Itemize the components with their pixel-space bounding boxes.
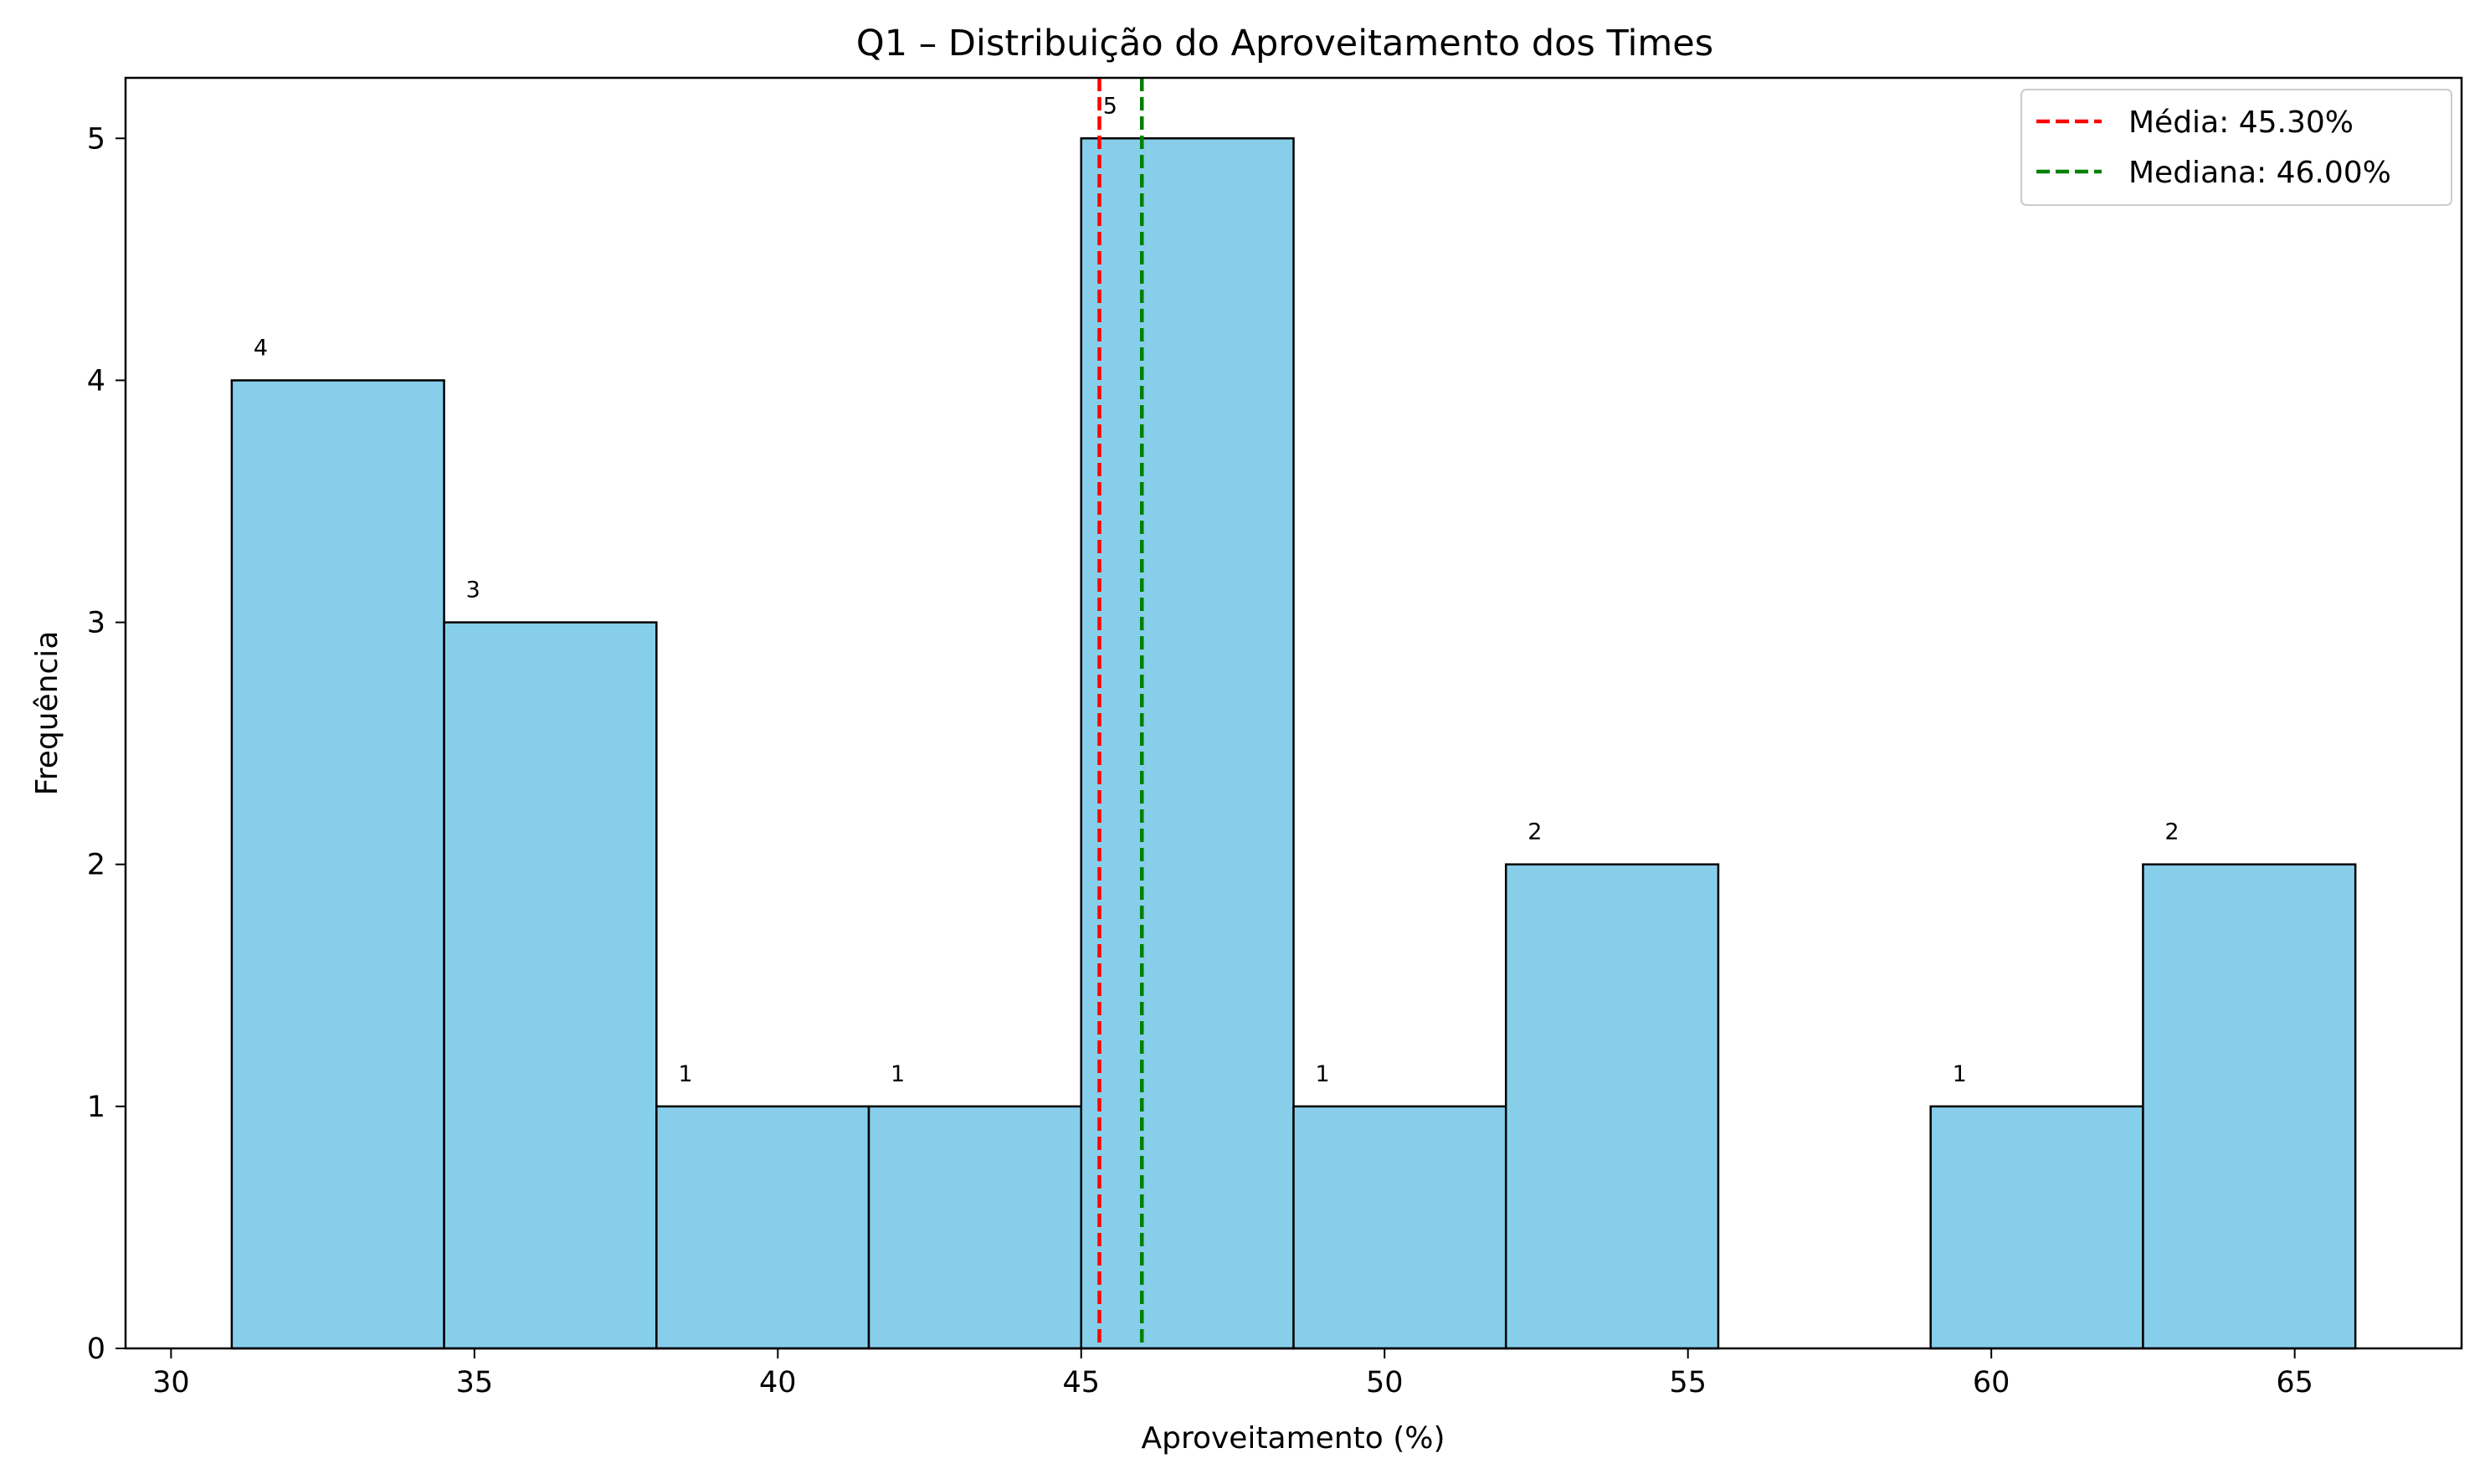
histogram-bar bbox=[1292, 1105, 1507, 1350]
y-axis-label: Frequência bbox=[30, 631, 64, 796]
x-axis-label: Aproveitamento (%) bbox=[1141, 1421, 1445, 1456]
y-tick-label: 4 bbox=[87, 364, 105, 398]
y-axis-ticks: 0 1 2 3 4 5 bbox=[87, 122, 126, 1366]
reference-lines-group bbox=[1097, 78, 1144, 1348]
histogram-bar bbox=[2142, 863, 2357, 1350]
histogram-bar bbox=[1504, 863, 1720, 1350]
bar-value-label: 2 bbox=[1527, 819, 1542, 845]
legend-entry: Mediana: 46.00% bbox=[2128, 156, 2391, 190]
y-tick-label: 0 bbox=[87, 1333, 105, 1366]
bar-value-label: 4 bbox=[254, 335, 268, 361]
y-tick-label: 2 bbox=[87, 849, 105, 882]
histogram-bar bbox=[1929, 1105, 2144, 1350]
bar-value-label: 1 bbox=[1953, 1061, 1967, 1087]
bar-value-label: 2 bbox=[2164, 819, 2179, 845]
bars-group bbox=[230, 137, 2357, 1350]
x-tick-label: 65 bbox=[2276, 1366, 2313, 1399]
x-tick-label: 55 bbox=[1669, 1366, 1707, 1399]
y-tick-label: 1 bbox=[87, 1091, 105, 1124]
legend-box bbox=[2020, 89, 2452, 206]
x-tick-label: 50 bbox=[1366, 1366, 1404, 1399]
histogram-bar bbox=[230, 379, 445, 1350]
histogram-bar bbox=[867, 1105, 1083, 1350]
chart-title: Q1 – Distribuição do Aproveitamento dos … bbox=[856, 23, 1713, 64]
bar-value-label: 5 bbox=[1103, 93, 1117, 119]
legend: Média: 45.30% Mediana: 46.00% bbox=[2020, 89, 2452, 206]
bar-value-label: 1 bbox=[678, 1061, 692, 1087]
bar-value-label: 1 bbox=[1316, 1061, 1330, 1087]
histogram-bar bbox=[655, 1105, 870, 1350]
bar-value-label: 3 bbox=[466, 578, 480, 603]
y-tick-label: 5 bbox=[87, 122, 105, 156]
x-tick-label: 30 bbox=[152, 1366, 190, 1399]
bar-labels-group: 4 3 1 1 5 1 2 1 2 bbox=[254, 93, 2180, 1087]
plot-frame bbox=[124, 76, 2463, 1350]
x-axis-ticks: 30 35 40 45 50 55 60 65 bbox=[152, 1348, 2313, 1399]
histogram-bar bbox=[443, 621, 658, 1350]
bar-value-label: 1 bbox=[891, 1061, 905, 1087]
legend-entry: Média: 45.30% bbox=[2128, 105, 2354, 140]
x-tick-label: 45 bbox=[1062, 1366, 1100, 1399]
histogram-bar bbox=[1080, 137, 1295, 1350]
x-tick-label: 40 bbox=[759, 1366, 797, 1399]
x-tick-label: 60 bbox=[1973, 1366, 2010, 1399]
x-tick-label: 35 bbox=[456, 1366, 494, 1399]
y-tick-label: 3 bbox=[87, 607, 105, 640]
